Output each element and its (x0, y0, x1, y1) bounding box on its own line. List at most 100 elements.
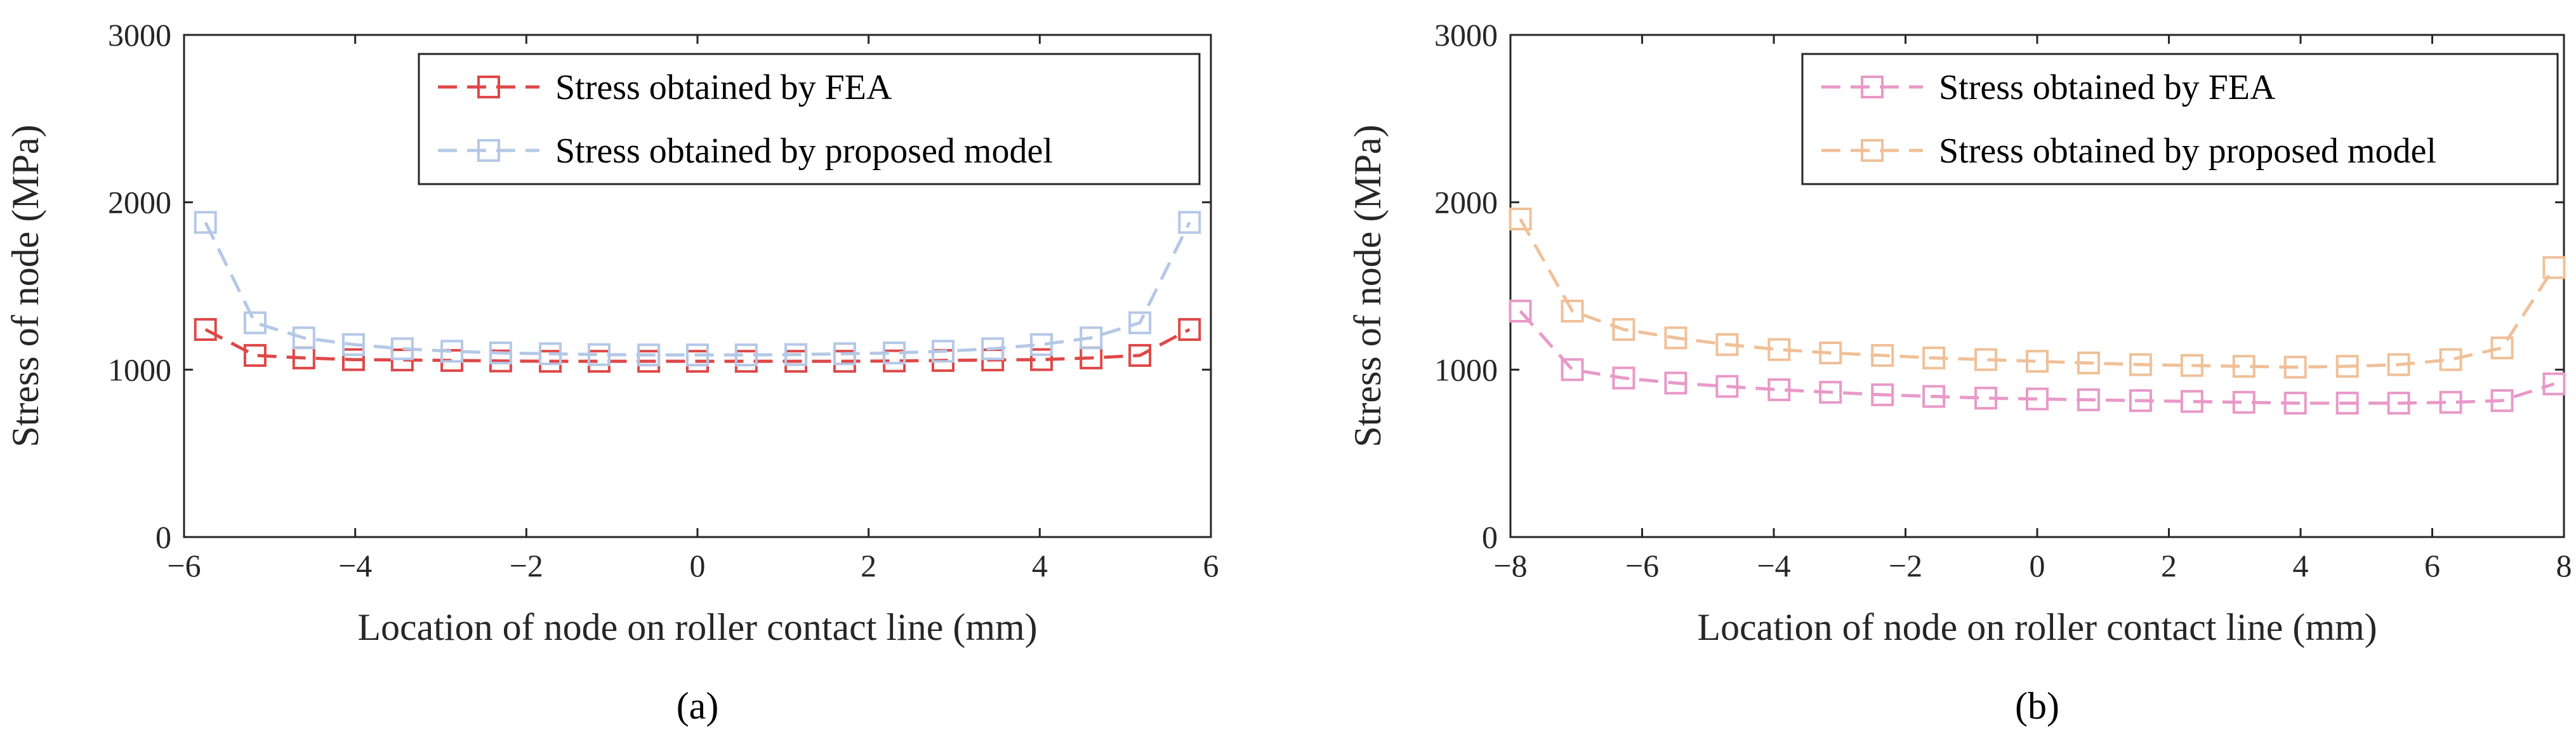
chart-panel-a: −6 −4 −2 0 2 4 6 0 1000 2000 3000 Location of node … (4, 17, 1219, 727)
series-line (1519, 310, 2555, 405)
data-point-marker (2387, 392, 2410, 415)
data-point-marker (341, 333, 365, 356)
x-tick-label: 8 (2556, 548, 2572, 583)
data-point-marker (1974, 348, 1998, 371)
y-tick-label: 3000 (108, 17, 171, 53)
data-point-marker (194, 211, 217, 234)
data-point-marker (1561, 358, 1584, 382)
data-point-marker (440, 340, 464, 363)
x-tick-label: −6 (1625, 548, 1659, 583)
x-tick-label: 2 (861, 548, 876, 583)
data-point-marker (243, 343, 267, 367)
panel-label: (a) (677, 685, 719, 727)
data-point-marker (341, 348, 365, 371)
x-tick-label: −8 (1493, 548, 1527, 583)
data-point-marker (2335, 355, 2359, 378)
data-point-marker (1178, 211, 1201, 234)
data-point-marker (1030, 333, 1054, 356)
series-line (1519, 218, 2556, 369)
y-tick-label: 0 (155, 519, 171, 555)
legend-marker-sample (1861, 139, 1884, 162)
data-point-marker (2129, 353, 2152, 376)
data-point-marker (1080, 326, 1103, 350)
legend-entry-label: Stress obtained by FEA (1939, 68, 2276, 107)
data-point-marker (1871, 383, 1894, 406)
series-proposed-model (1509, 208, 2566, 379)
data-point-marker (2283, 355, 2307, 379)
legend-marker-sample (477, 139, 500, 162)
chart-panel-b: −8 −6 −4 −2 0 2 4 6 8 0 1000 2000 3000 Location of no… (1347, 17, 2572, 727)
y-tick-label: 2000 (108, 185, 171, 220)
x-tick-label: 0 (2030, 548, 2045, 583)
data-point-marker (2026, 350, 2049, 373)
legend-entry-label: Stress obtained by FEA (555, 68, 892, 107)
panel-label: (b) (2015, 685, 2059, 727)
x-tick-label: −4 (1757, 548, 1790, 583)
data-point-marker (1612, 366, 1635, 390)
data-point-marker (1974, 387, 1998, 410)
data-point-marker (1178, 318, 1201, 342)
data-point-marker (2232, 390, 2256, 414)
data-point-marker (1561, 300, 1584, 323)
x-tick-label: −2 (510, 548, 543, 583)
series-line (204, 222, 1191, 357)
legend-marker-sample (1861, 76, 1884, 98)
data-point-marker (2439, 348, 2462, 371)
data-point-marker (1664, 371, 1688, 395)
data-point-marker (931, 340, 954, 363)
data-point-marker (1715, 333, 1739, 356)
legend: Stress obtained by FEA Stress obtained by… (418, 53, 1201, 185)
y-tick-label: 0 (1482, 519, 1498, 555)
data-point-marker (2490, 389, 2514, 413)
data-point-marker (734, 343, 758, 367)
x-axis-label: Location of node on roller contact line … (1697, 606, 2377, 648)
data-point-marker (2439, 390, 2462, 414)
x-tick-label: 4 (1032, 548, 1048, 583)
data-point-marker (1664, 326, 1688, 350)
x-tick-label: −2 (1889, 548, 1922, 583)
data-point-marker (1767, 378, 1791, 401)
data-point-marker (1922, 346, 1946, 369)
data-point-marker (1819, 341, 1842, 364)
data-point-marker (539, 342, 562, 366)
data-point-marker (686, 343, 709, 367)
data-point-marker (1922, 385, 1946, 408)
data-point-marker (2335, 392, 2359, 415)
y-tick-label: 3000 (1434, 17, 1498, 53)
y-tick-label: 2000 (1434, 185, 1498, 220)
data-point-marker (292, 326, 315, 350)
series-proposed-model (194, 211, 1201, 367)
series-fea (1509, 300, 2566, 415)
x-tick-label: −6 (167, 548, 201, 583)
y-axis-label: Stress of node (MPa) (4, 124, 46, 447)
data-point-marker (2077, 388, 2100, 411)
legend-marker-sample (477, 76, 500, 98)
data-point-marker (489, 341, 512, 364)
data-point-marker (2490, 336, 2514, 360)
x-tick-label: 6 (2424, 548, 2440, 583)
data-point-marker (883, 341, 906, 364)
data-point-marker (784, 343, 808, 366)
x-tick-label: 2 (2161, 548, 2177, 583)
y-tick-label: 1000 (108, 352, 171, 387)
legend-entry-label: Stress obtained by proposed model (1939, 131, 2436, 171)
x-tick-label: −4 (338, 548, 372, 583)
data-point-marker (390, 337, 414, 361)
data-point-marker (194, 318, 217, 342)
data-point-marker (2026, 387, 2049, 411)
x-tick-label: 4 (2293, 548, 2309, 583)
data-point-marker (1612, 318, 1635, 342)
legend: Stress obtained by FEA Stress obtained by… (1801, 53, 2559, 185)
data-point-marker (1715, 375, 1739, 398)
legend-box (1801, 53, 2559, 185)
data-point-marker (243, 311, 267, 335)
data-point-marker (2180, 354, 2203, 377)
data-point-marker (1509, 300, 1532, 323)
data-point-marker (833, 342, 856, 366)
data-point-marker (2129, 389, 2152, 413)
data-point-marker (1767, 338, 1791, 361)
x-axis-label: Location of node on roller contact line … (357, 606, 1037, 648)
data-point-marker (2232, 355, 2256, 378)
data-point-marker (2077, 351, 2100, 375)
